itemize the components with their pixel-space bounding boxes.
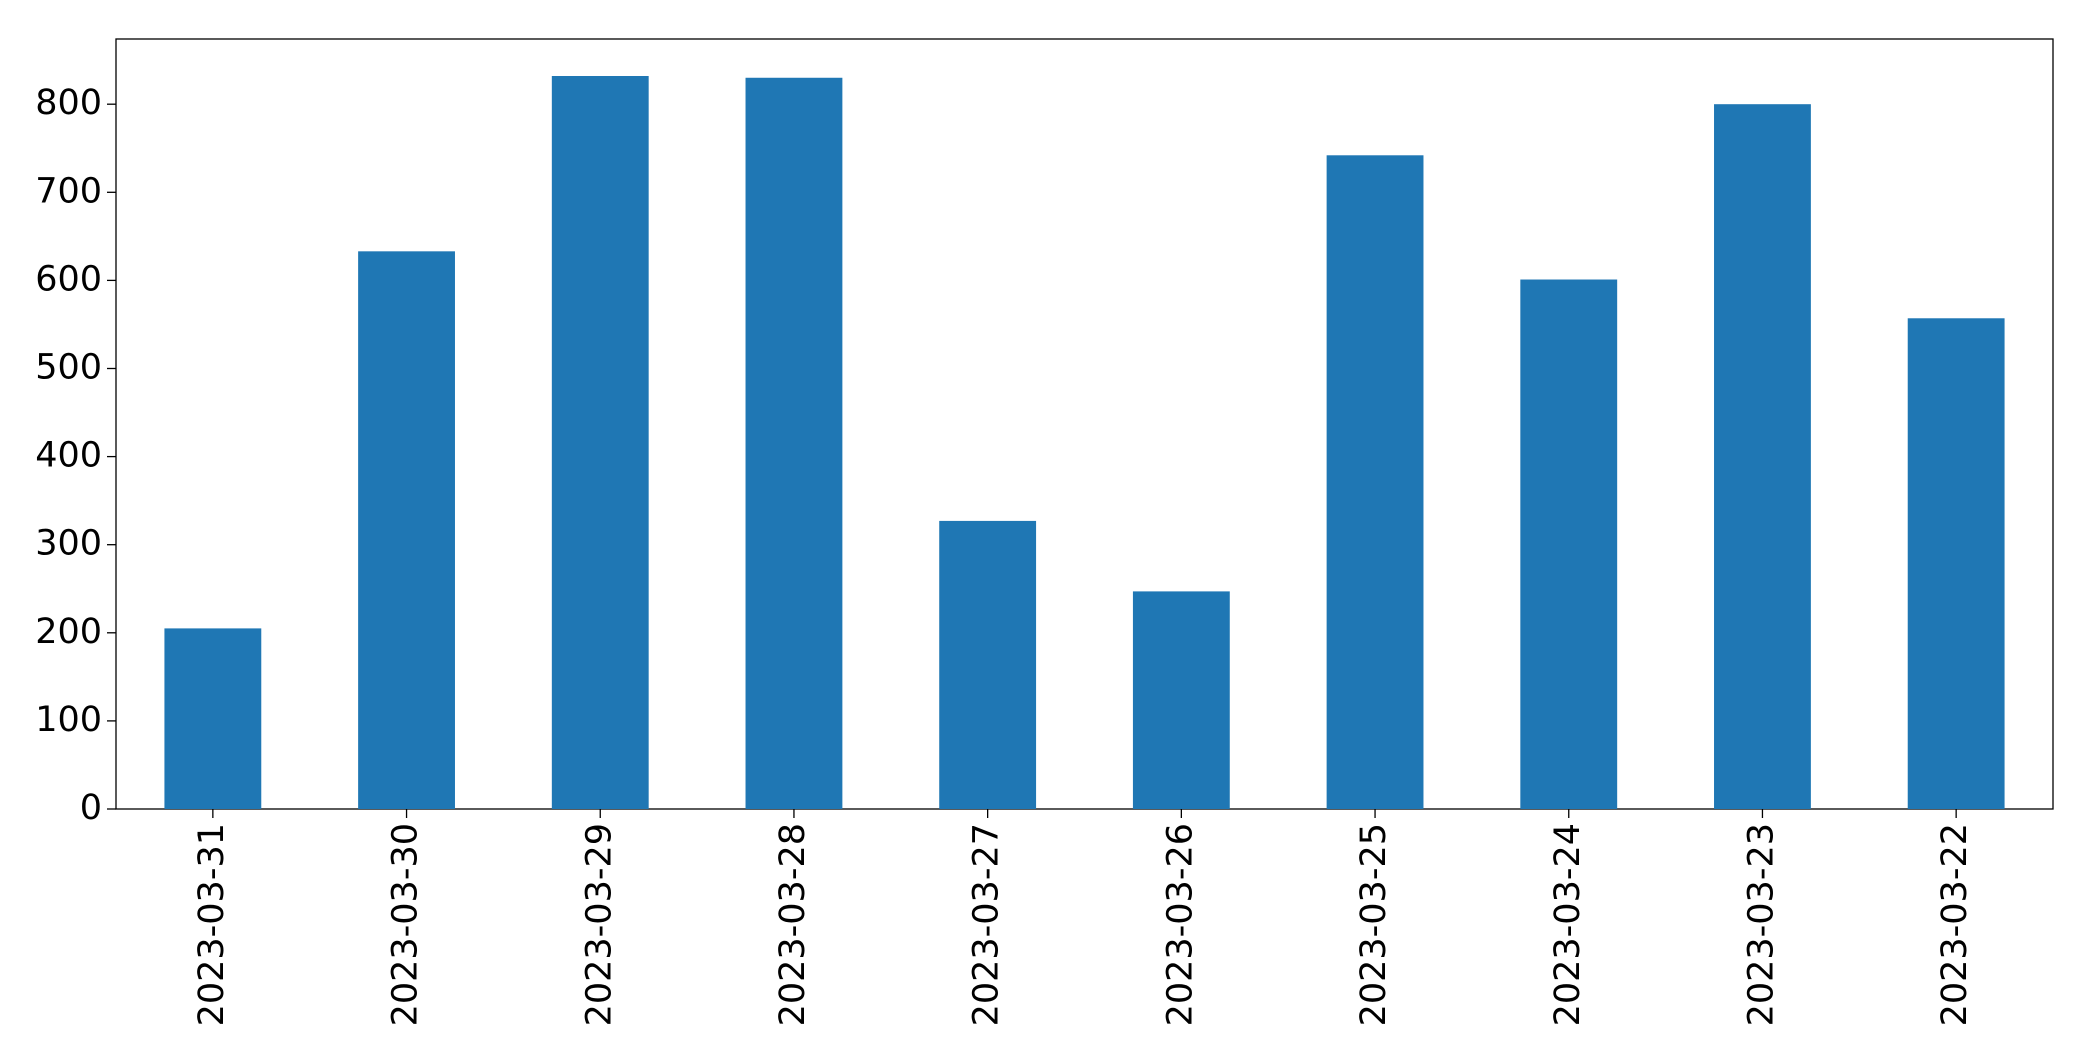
bar bbox=[939, 520, 1037, 809]
y-tick-label: 100 bbox=[35, 700, 102, 740]
y-tick-label: 600 bbox=[35, 259, 102, 299]
x-tick-label: 2023-03-31 bbox=[192, 823, 232, 1026]
x-tick-label: 2023-03-29 bbox=[579, 823, 619, 1026]
bar bbox=[1714, 104, 1811, 809]
y-tick-label: 800 bbox=[35, 83, 102, 123]
x-tick-label: 2023-03-22 bbox=[1935, 823, 1975, 1026]
plot-frame bbox=[115, 38, 2054, 810]
x-tick-label: 2023-03-30 bbox=[386, 823, 426, 1026]
y-tick-label: 400 bbox=[35, 436, 102, 476]
bar bbox=[1326, 155, 1424, 809]
y-tick-label: 300 bbox=[35, 524, 102, 564]
x-tick-label: 2023-03-27 bbox=[967, 823, 1007, 1026]
y-tick-label: 200 bbox=[35, 612, 102, 652]
bar bbox=[551, 76, 649, 809]
x-tick-label: 2023-03-24 bbox=[1548, 823, 1588, 1026]
x-tick-label: 2023-03-25 bbox=[1354, 823, 1394, 1026]
bar bbox=[1907, 318, 2005, 809]
y-tick-label: 500 bbox=[35, 347, 102, 387]
bar bbox=[1132, 591, 1230, 809]
x-tick-label: 2023-03-23 bbox=[1741, 823, 1781, 1026]
x-tick-label: 2023-03-26 bbox=[1160, 823, 1200, 1026]
y-tick-label: 700 bbox=[35, 171, 102, 211]
bar bbox=[745, 77, 843, 810]
x-tick-label: 2023-03-28 bbox=[773, 823, 813, 1026]
y-tick-label: 0 bbox=[80, 788, 102, 828]
bar bbox=[358, 251, 455, 810]
bar bbox=[1520, 279, 1618, 809]
bar bbox=[164, 628, 262, 809]
